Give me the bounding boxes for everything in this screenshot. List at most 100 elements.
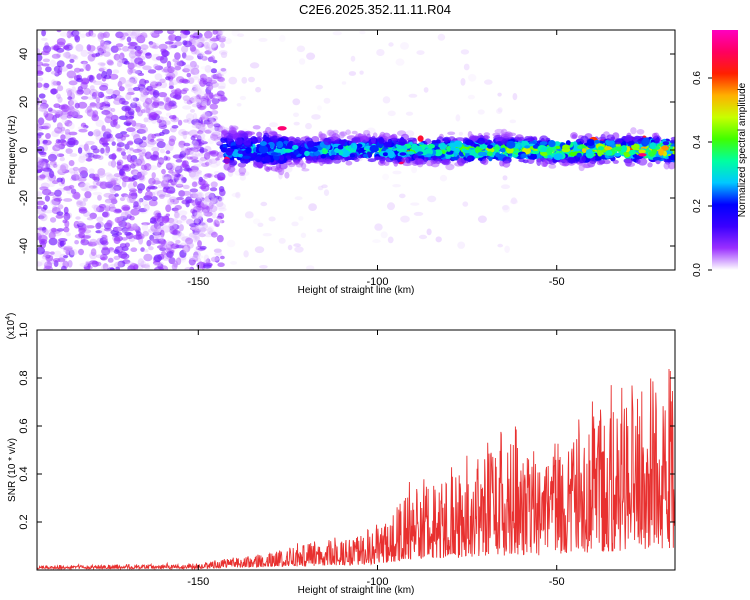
spectrogram-cell [192, 38, 200, 46]
spectrogram-cell [132, 223, 139, 230]
spectrogram-cell [48, 231, 56, 240]
spectrogram-cell [136, 144, 144, 148]
spectrogram-cell [74, 240, 79, 245]
spectrogram-cell [142, 200, 149, 207]
spectrogram-cell [486, 151, 493, 156]
spectrogram-cell [89, 85, 95, 91]
spectrogram-cell [110, 179, 117, 186]
spectrogram-cell [140, 164, 148, 171]
spectrogram-cell [44, 209, 54, 214]
spectrogram-cell [181, 30, 188, 34]
spectrogram-cell [439, 142, 447, 151]
spectrogram-cell [197, 240, 202, 248]
spectrogram-cell [203, 41, 210, 49]
spectrogram-cell [185, 149, 194, 155]
spectrogram-cell [118, 59, 125, 64]
spectrogram-cell [109, 176, 118, 181]
spectrogram-cell [149, 31, 159, 36]
spectrogram-cell [605, 139, 615, 146]
snr-y-label: SNR (10 * v/v) [7, 438, 18, 502]
spectrogram-cell [165, 178, 174, 183]
spectrogram-cell [68, 131, 78, 136]
spectrogram-cell [128, 50, 137, 59]
spectrogram-cell [128, 76, 138, 84]
spectrogram-cell [260, 201, 268, 207]
spectrogram-cell [40, 99, 47, 104]
spectrogram-y-tick-label: 0 [18, 147, 30, 153]
spectrogram-cell [321, 184, 328, 189]
spectrogram-cell [191, 159, 200, 163]
spectrogram-cell [219, 220, 225, 224]
spectrogram-cell [102, 211, 109, 218]
spectrogram-cell [177, 230, 182, 237]
spectrogram-cell [501, 132, 511, 139]
spectrogram-cell [105, 145, 111, 154]
spectrogram-cell [576, 152, 582, 158]
spectrogram-cell [239, 174, 246, 181]
spectrogram-cell [170, 44, 178, 49]
spectrogram-cell [372, 239, 381, 244]
spectrogram-cell [130, 247, 138, 252]
spectrogram-cell [237, 33, 245, 37]
spectrogram-cell [193, 122, 201, 127]
spectrogram-cell [204, 173, 212, 177]
spectrogram-cell [48, 153, 57, 162]
spectrogram-cell [193, 68, 199, 74]
spectrogram-cell [586, 139, 595, 146]
spectrogram-cell [605, 150, 613, 156]
spectrogram-cell [190, 226, 199, 231]
colorbar-gradient [712, 30, 738, 270]
spectrogram-cell [41, 207, 47, 212]
spectrogram-cell [146, 239, 152, 247]
spectrogram-cell [166, 250, 174, 258]
spectrogram-cell [294, 196, 303, 201]
spectrogram-cell [216, 234, 224, 243]
spectrogram-cell [463, 149, 472, 154]
spectrogram-cell [191, 124, 201, 129]
spectrogram-cell [90, 33, 97, 38]
spectrogram-cell [41, 30, 46, 37]
spectrogram-cell [647, 162, 653, 168]
spectrogram-cell [175, 179, 184, 187]
spectrogram-cell [80, 60, 88, 65]
spectrogram-cell [382, 173, 390, 181]
spectrogram-cell [128, 62, 137, 68]
spectrogram-cell [658, 148, 664, 156]
spectrogram-cell [121, 180, 127, 188]
spectrogram-cell [248, 76, 255, 83]
spectrogram-cell [374, 156, 380, 160]
spectrogram-cell [129, 159, 137, 164]
spectrogram-cell [84, 186, 94, 192]
spectrogram-x-tick-label: -50 [549, 276, 565, 288]
spectrogram-cell [45, 66, 52, 73]
spectrogram-cell [454, 140, 461, 147]
snr-y-scale-exponent: 4 [5, 316, 12, 320]
spectrogram-cell [193, 251, 199, 259]
spectrogram-cell [188, 232, 197, 238]
spectrogram-cell [108, 73, 119, 80]
spectrogram-cell [215, 200, 224, 208]
spectrogram-cell [228, 76, 238, 85]
spectrogram-cell [102, 51, 111, 57]
spectrogram-cell [38, 125, 49, 130]
spectrogram-cell [39, 186, 49, 191]
spectrogram-cell [662, 141, 670, 146]
spectrogram-cell [85, 64, 91, 72]
spectrogram-cell [606, 134, 615, 141]
spectrogram-cell [64, 128, 71, 135]
spectrogram-cell [61, 117, 68, 124]
spectrogram-cell [165, 204, 172, 213]
spectrogram-cell [284, 172, 290, 179]
spectrogram-cell [209, 163, 219, 168]
spectrogram-cell [116, 159, 124, 166]
spectrogram-cell [83, 143, 89, 152]
spectrogram-cell [148, 111, 158, 120]
spectrogram-cell [155, 234, 165, 239]
spectrogram-cell [179, 151, 186, 158]
spectrogram-cell [44, 229, 49, 235]
spectrogram-cell [210, 256, 219, 262]
spectrogram-cell [200, 116, 209, 121]
snr-y-ticks: 0.2 0.4 0.6 0.8 1.0 [18, 322, 675, 530]
spectrogram-cell [186, 218, 194, 225]
spectrogram-cell [190, 95, 200, 103]
